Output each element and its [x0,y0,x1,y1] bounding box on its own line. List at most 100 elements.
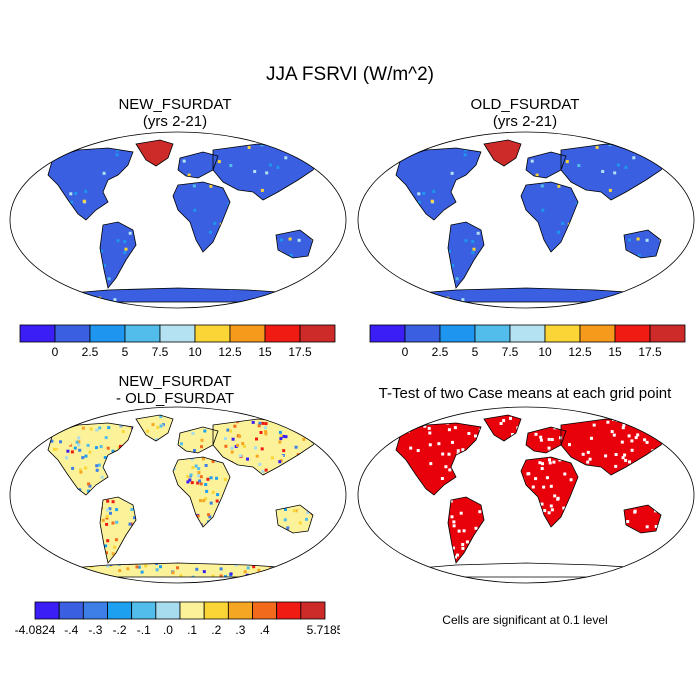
grid-cell [393,481,397,485]
grid-cell [621,426,625,430]
grid-cell [288,455,292,459]
grid-cell [249,525,253,529]
grid-cell [99,543,103,547]
grid-cell [546,415,550,418]
grid-cell [264,430,268,434]
grid-cell [186,480,190,484]
grid-cell [300,542,304,546]
grid-cell [167,449,171,453]
grid-cell [655,532,659,536]
grid-cell [187,452,191,456]
grid-cell [403,562,407,566]
grid-cell [621,243,625,247]
grid-cell [367,471,370,474]
grid-cell [233,524,237,528]
grid-cell [89,427,93,431]
grid-cell [303,422,307,426]
colorbar-swatch [19,324,56,343]
grid-cell [149,534,153,537]
grid-cell [530,159,534,163]
grid-cell [570,574,574,577]
grid-cell [502,546,505,550]
colorbar-tick-label: .3 [235,623,245,637]
grid-cell [621,456,625,460]
grid-cell [88,450,92,454]
grid-cell [422,524,426,528]
grid-cell [248,469,252,473]
grid-cell [381,220,384,223]
grid-cell [594,471,598,475]
grid-cell [87,489,91,493]
grid-cell [143,182,147,186]
grid-cell [44,538,48,542]
grid-cell [512,230,516,234]
grid-cell [131,510,135,514]
grid-cell [399,156,403,160]
land-namerica [48,148,133,220]
grid-cell [630,439,634,443]
grid-cell [675,242,678,245]
grid-cell [22,241,25,244]
grid-cell [249,472,253,476]
coastline-europe [525,151,567,179]
grid-cell [64,149,68,153]
grid-cell [402,512,405,516]
grid-cell [155,568,159,572]
grid-cell [244,516,248,520]
grid-cell [488,436,492,440]
grid-cell [254,515,258,519]
grid-cell [166,495,170,499]
grid-cell [366,430,369,433]
grid-cell [624,499,628,503]
grid-cell [279,574,282,577]
colorbar-swatch [369,324,406,343]
grid-cell [103,490,107,494]
grid-cell [39,540,43,544]
grid-cell [298,516,302,520]
grid-cell [412,149,416,153]
grid-cell [400,549,404,553]
grid-cell [676,442,679,445]
grid-cell [276,504,280,508]
grid-cell [22,492,25,495]
grid-cell [555,530,559,534]
grid-cell [645,238,649,242]
grid-cell [443,539,447,543]
grid-cell [400,260,403,264]
grid-cell [370,178,373,181]
grid-cell [560,567,563,571]
grid-cell [184,416,188,420]
grid-cell [98,530,102,534]
grid-cell [216,493,220,497]
grid-cell [191,466,195,469]
grid-cell [428,431,432,435]
grid-cell [417,415,421,417]
grid-cell [664,205,668,209]
grid-cell [51,423,55,427]
grid-cell [17,291,20,294]
grid-cell [280,455,284,458]
grid-cell [390,234,394,238]
grid-cell [15,450,18,453]
grid-cell [396,281,400,285]
grid-cell [72,520,76,524]
grid-cell [391,175,395,179]
grid-cell [192,524,196,528]
grid-cell [366,429,369,432]
grid-cell [312,416,316,420]
grid-cell [511,433,514,436]
grid-cell [561,221,565,225]
grid-cell [218,457,222,461]
grid-cell [44,478,48,481]
grid-cell [71,566,75,570]
grid-cell [380,440,383,443]
grid-cell [231,552,235,556]
grid-cell [318,560,322,564]
grid-cell [204,144,208,147]
grid-cell [285,520,288,524]
grid-cell [236,526,240,530]
grid-cell [658,287,661,291]
grid-cell [156,498,160,502]
grid-cell [131,209,135,213]
grid-cell [118,569,122,573]
